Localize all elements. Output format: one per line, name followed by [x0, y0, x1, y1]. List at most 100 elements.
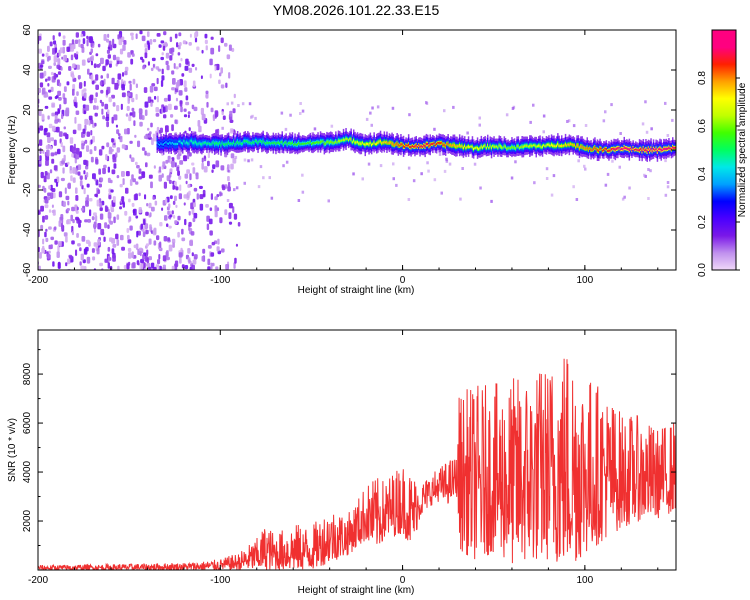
heatmap-cell: [301, 142, 304, 145]
heatmap-cell: [474, 147, 476, 150]
heatmap-cell: [219, 72, 222, 77]
heatmap-cell: [78, 40, 81, 48]
heatmap-cell: [381, 142, 383, 145]
heatmap-cell: [139, 263, 144, 270]
heatmap-cell: [186, 169, 190, 174]
heatmap-cell: [185, 180, 188, 185]
heatmap-cell: [57, 148, 61, 155]
heatmap-cell: [157, 259, 161, 265]
heatmap-cell: [550, 193, 554, 197]
heatmap-cell: [131, 251, 134, 259]
heatmap-cell: [119, 135, 123, 143]
heatmap-cell: [650, 127, 653, 131]
heatmap-cell: [181, 73, 185, 77]
heatmap-cell: [494, 145, 497, 148]
heatmap-cell: [122, 72, 125, 77]
heatmap-cell: [169, 36, 173, 43]
heatmap-cell: [47, 83, 50, 87]
heatmap-cell: [304, 142, 306, 145]
heatmap-cell: [672, 146, 674, 149]
snr-y-label: SNR (10 * v/v): [7, 418, 18, 482]
x-tick-label: -100: [210, 575, 230, 586]
heatmap-cell: [433, 127, 436, 131]
heatmap-cell: [59, 104, 62, 110]
heatmap-cell: [188, 259, 191, 263]
heatmap-cell: [54, 119, 58, 124]
heatmap-cell: [646, 150, 648, 153]
heatmap-cell: [135, 215, 139, 219]
heatmap-cell: [479, 186, 482, 190]
heatmap-cell: [185, 101, 190, 106]
heatmap-cell: [86, 35, 89, 40]
heatmap-cell: [42, 238, 45, 245]
heatmap-cell: [177, 52, 181, 56]
heatmap-cell: [116, 147, 121, 153]
heatmap-cell: [101, 101, 104, 107]
heatmap-cell: [219, 141, 221, 144]
heatmap-cell: [205, 141, 207, 144]
heatmap-cell: [207, 245, 212, 249]
heatmap-cell: [183, 202, 186, 206]
heatmap-cell: [243, 158, 247, 162]
heatmap-cell: [175, 204, 178, 208]
heatmap-cell: [51, 102, 56, 108]
heatmap-cell: [207, 266, 211, 270]
heatmap-cell: [459, 197, 462, 201]
heatmap-cell: [146, 203, 149, 207]
heatmap-cell: [191, 252, 194, 257]
heatmap-cell: [125, 113, 129, 117]
heatmap-cell: [485, 147, 488, 150]
heatmap-cell: [352, 172, 355, 176]
heatmap-cell: [112, 38, 115, 46]
heatmap-cell: [647, 168, 650, 171]
heatmap-cell: [49, 41, 53, 47]
colorbar-ticks: 0.0 0.2 0.4 0.6 0.8: [697, 71, 740, 277]
heatmap-cell: [194, 140, 197, 144]
heatmap-cell: [81, 46, 85, 53]
heatmap-cell: [93, 146, 97, 151]
heatmap-cell: [180, 247, 183, 253]
heatmap-cell: [112, 102, 116, 107]
heatmap-cell: [212, 141, 215, 144]
heatmap-cell: [57, 90, 61, 96]
heatmap-cell: [180, 57, 183, 62]
heatmap-cell: [168, 103, 172, 111]
heatmap-cell: [65, 262, 68, 267]
heatmap-cell: [411, 145, 414, 147]
heatmap-cell: [567, 143, 569, 146]
heatmap-cell: [121, 246, 125, 251]
heatmap-cell: [58, 82, 62, 87]
heatmap-cell: [116, 56, 120, 61]
heatmap-cell: [116, 129, 120, 135]
heatmap-cell: [220, 84, 225, 89]
heatmap-cell: [107, 246, 111, 252]
heatmap-cell: [147, 266, 152, 270]
heatmap-cell: [33, 187, 37, 192]
heatmap-cell: [398, 144, 401, 147]
heatmap-cell: [167, 94, 171, 102]
heatmap-cell: [174, 263, 178, 270]
heatmap-cell: [456, 145, 458, 148]
heatmap-cell: [59, 47, 63, 54]
heatmap-cell: [38, 109, 42, 117]
heatmap-cell: [43, 175, 47, 183]
heatmap-cell: [230, 163, 234, 170]
heatmap-cell: [147, 61, 150, 66]
heatmap-cell: [198, 142, 201, 145]
heatmap-cell: [54, 240, 58, 245]
heatmap-cell: [228, 221, 233, 225]
heatmap-cell: [107, 212, 112, 219]
heatmap-cell: [45, 155, 50, 161]
heatmap-cell: [214, 205, 218, 212]
heatmap-cell: [281, 140, 283, 144]
y-tick-label: 0: [22, 147, 33, 153]
heatmap-cell: [133, 194, 137, 201]
heatmap-cell: [203, 155, 206, 159]
heatmap-cell: [77, 123, 82, 131]
heatmap-cell: [191, 63, 195, 67]
heatmap-cell: [635, 148, 637, 151]
heatmap-cell: [75, 195, 79, 201]
heatmap-cell: [507, 147, 509, 150]
heatmap-cell: [127, 247, 132, 252]
heatmap-cell: [273, 141, 276, 144]
